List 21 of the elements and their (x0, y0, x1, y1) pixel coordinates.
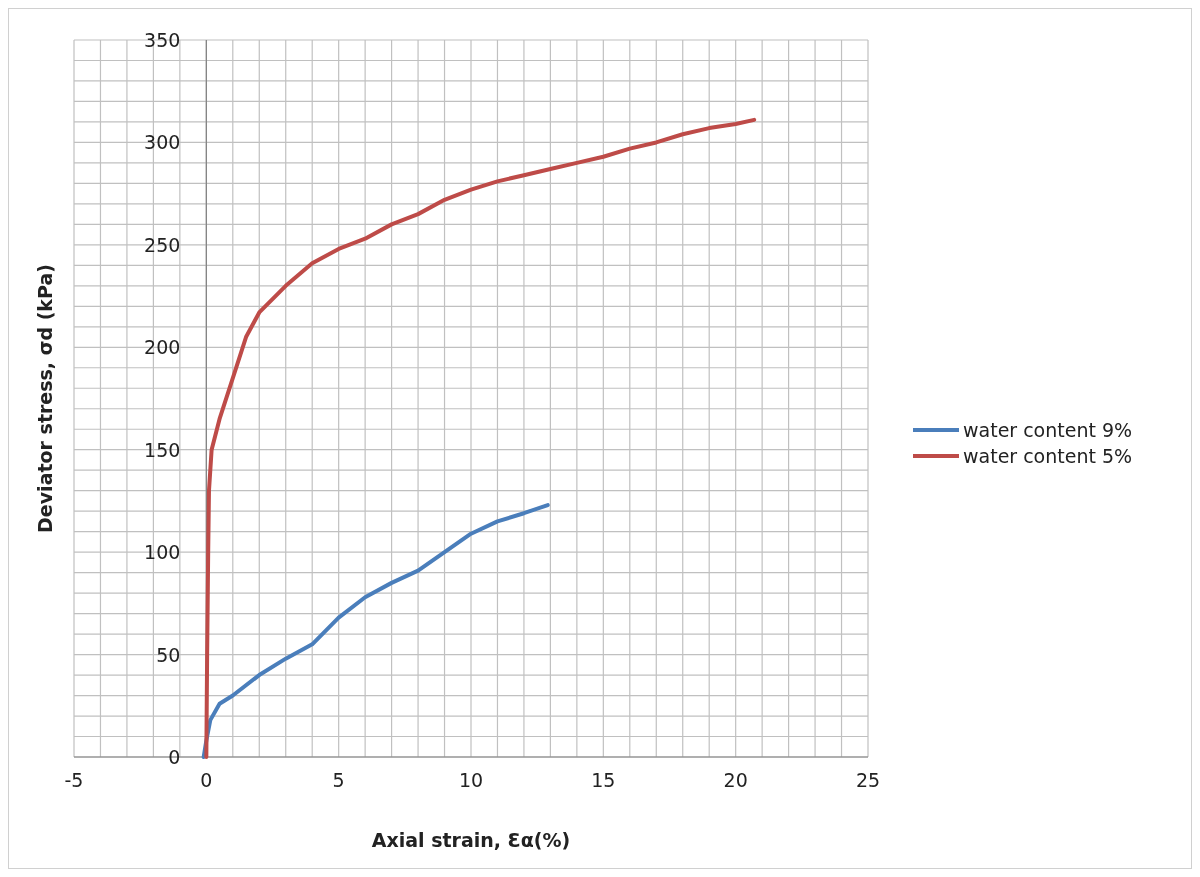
y-tick-label: 250 (144, 233, 181, 256)
y-tick-label: 350 (144, 29, 181, 51)
x-tick-label: 10 (458, 769, 484, 791)
x-tick-label: 20 (723, 769, 748, 791)
y-tick-label: 150 (144, 438, 181, 461)
y-tick-label: 0 (168, 746, 181, 768)
y-tick-label: 50 (156, 643, 181, 666)
x-tick-label: 5 (332, 769, 345, 791)
y-axis-title: Deviator stress, σd (kPa) (34, 264, 56, 533)
x-axis-title: Axial strain, Ɛα(%) (371, 829, 571, 851)
line-series (201, 503, 550, 759)
legend-label: water content 5% (963, 445, 1133, 467)
x-tick-label: 0 (200, 769, 213, 791)
x-tick-label: -5 (64, 769, 84, 791)
y-tick-label: 300 (144, 131, 181, 154)
x-tick-label: 25 (855, 769, 881, 791)
y-tick-label: 200 (144, 336, 181, 359)
legend-label: water content 9% (963, 419, 1133, 441)
x-tick-label: 15 (591, 769, 616, 791)
y-tick-label: 100 (144, 541, 181, 564)
line-series (204, 117, 757, 759)
